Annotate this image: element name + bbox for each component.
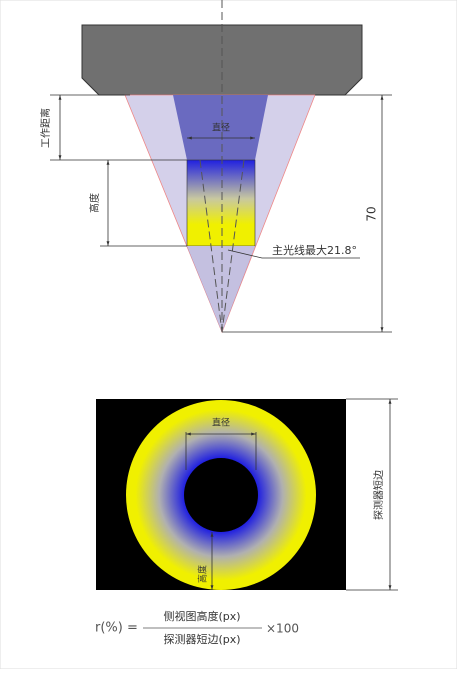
height-label: 高度 — [197, 565, 209, 583]
formula-lhs: r(%) = — [95, 621, 138, 636]
leader-line — [227, 249, 360, 259]
ray-line — [199, 159, 223, 333]
detector-short-side-label: 探测器短边 — [372, 470, 385, 520]
formula-numerator: 侧视图高度(px) — [163, 609, 240, 623]
working-distance-label: 工作距离 — [39, 108, 52, 148]
ring-hole — [184, 458, 258, 532]
ray-line — [221, 159, 245, 333]
length-label: 70 — [365, 206, 379, 221]
diameter-label: 直径 — [212, 122, 230, 134]
chief-ray-label: 主光线最大21.8° — [272, 243, 357, 257]
cylinder — [186, 159, 256, 247]
height-label: 高度 — [88, 193, 101, 213]
diameter-label: 直径 — [212, 417, 230, 429]
lower-cone — [187, 246, 255, 332]
formula-factor: ×100 — [266, 622, 299, 636]
formula-denominator: 探测器短边(px) — [163, 632, 240, 646]
